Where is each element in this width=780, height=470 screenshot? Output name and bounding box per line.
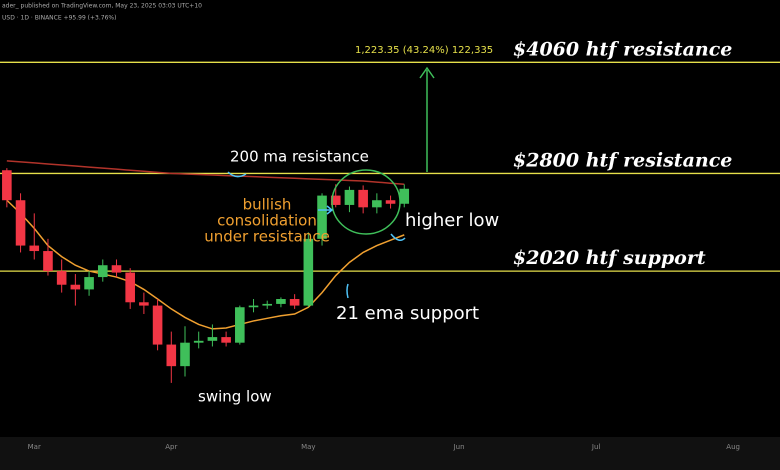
annotation: swing low — [198, 388, 272, 406]
candle-body — [399, 188, 410, 204]
indicator-line — [6, 160, 405, 186]
annotation: bullish — [243, 196, 292, 214]
candle-body — [84, 277, 94, 290]
candle-body — [276, 299, 286, 304]
header: ader_ published on TradingView.com, May … — [2, 3, 202, 10]
candle-body — [125, 272, 135, 303]
pointer — [318, 205, 334, 215]
candle-body — [289, 299, 300, 306]
candle-body — [235, 307, 245, 343]
candle-body — [385, 200, 396, 204]
candle-body — [358, 189, 368, 208]
candle-body — [111, 265, 122, 273]
candle-body — [372, 200, 382, 208]
x-tick-label: Mar — [28, 443, 41, 451]
candle-body — [303, 238, 314, 306]
candle-body — [70, 284, 81, 290]
measure-label: 1,223.35 (43.24%) 122,335 — [355, 45, 493, 56]
annotation: 21 ema support — [336, 303, 479, 324]
candle-body — [56, 271, 67, 285]
candle-body — [152, 305, 163, 345]
candle-body — [317, 195, 327, 239]
x-axis-strip — [0, 437, 780, 470]
candle-body — [193, 340, 204, 343]
annotation: 200 ma resistance — [230, 148, 369, 166]
highlight-circle — [331, 169, 401, 235]
indicator-line — [6, 199, 405, 330]
pointer — [390, 233, 406, 241]
candle-body — [330, 195, 341, 205]
subheader: USD · 1D · BINANCE +95.99 (+3.76%) — [2, 15, 116, 22]
x-tick-label: May — [301, 443, 315, 451]
candle-body — [180, 342, 190, 367]
measure-arrow-head — [419, 66, 435, 79]
annotation: under resistance — [204, 228, 330, 246]
candle-body — [15, 200, 26, 246]
candle-body — [248, 305, 259, 308]
level-label: $2020 htf support — [513, 247, 706, 269]
candle-body — [139, 302, 149, 306]
candle-body — [262, 303, 273, 306]
candle-body — [2, 170, 12, 201]
candle-body — [97, 265, 108, 278]
annotation: consolidation — [217, 212, 317, 230]
x-tick-label: Apr — [165, 443, 177, 451]
candle-body — [221, 337, 231, 343]
pointer — [346, 283, 349, 299]
pointer — [227, 171, 247, 178]
candle-body — [207, 337, 218, 341]
plot: Mar Apr May Jun Jul Aug $4060 htf resistance $2… — [0, 38, 780, 451]
level-label: $2800 htf resistance — [513, 149, 732, 171]
annotation: higher low — [405, 210, 499, 231]
candle-body — [166, 344, 177, 367]
candle-body — [43, 251, 53, 272]
x-tick-label: Aug — [726, 443, 740, 451]
x-tick-label: Jun — [453, 443, 465, 451]
level-label: $4060 htf resistance — [513, 38, 732, 60]
x-tick-label: Jul — [591, 443, 601, 451]
candle-body — [344, 189, 355, 205]
candle-body — [29, 245, 40, 252]
